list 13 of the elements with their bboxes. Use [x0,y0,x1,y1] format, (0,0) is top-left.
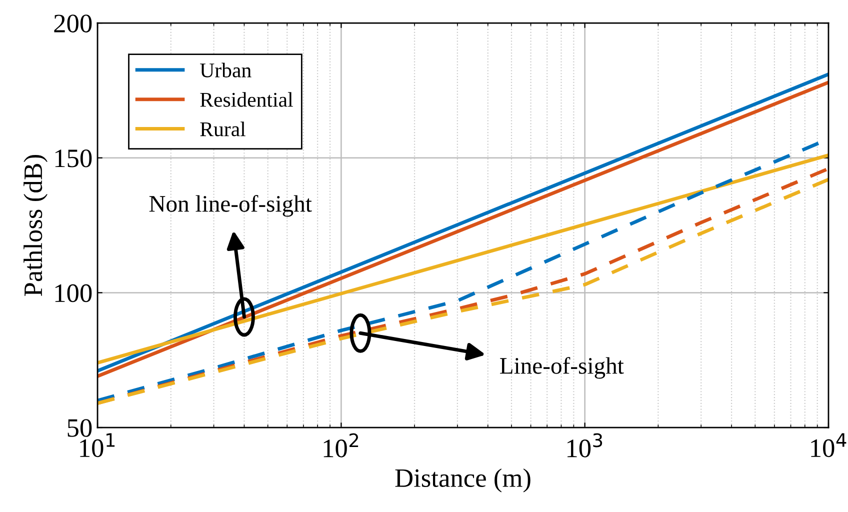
y-tick-label: 200 [54,14,92,32]
y-axis-title: Pathloss (dB) [24,154,48,296]
x-axis-title: Distance (m) [395,468,530,492]
annotation: Line-of-sight [500,357,624,379]
legend-label: Residential [200,92,293,107]
legend-label: Rural [200,122,246,136]
annotation: Non line-of-sight [149,194,312,217]
legend-label: Urban [200,62,252,78]
x-tick-label: 10$^{2}$ [324,433,358,458]
x-tick-label: 10$^{4}$ [811,433,846,458]
x-tick-label: 10$^{3}$ [568,433,602,458]
y-tick-label: 100 [55,284,92,302]
y-tick-label: 150 [55,149,92,168]
